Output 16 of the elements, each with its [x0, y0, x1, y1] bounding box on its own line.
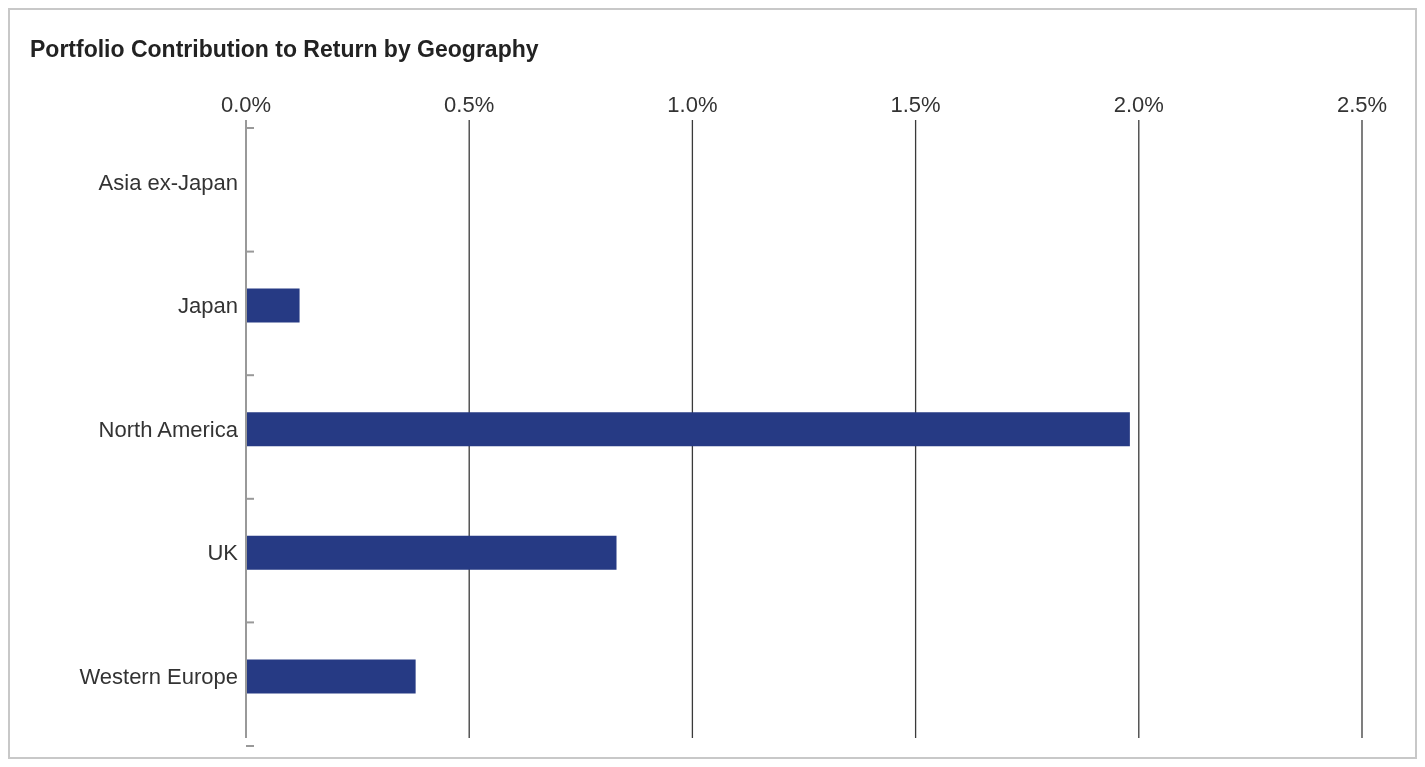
y-tick-label: Western Europe	[79, 664, 238, 690]
x-tick-label: 1.0%	[667, 92, 718, 117]
chart-title: Portfolio Contribution to Return by Geography	[30, 36, 539, 63]
x-tick-label: 2.5%	[1336, 92, 1388, 117]
bar	[246, 659, 416, 694]
bar	[246, 288, 300, 323]
x-tick-label: 0.5%	[444, 92, 495, 117]
x-tick-label: 1.5%	[890, 92, 941, 117]
y-tick-label: UK	[207, 540, 239, 566]
y-tick-label: Asia ex-Japan	[98, 169, 238, 195]
x-tick-label: 2.0%	[1113, 92, 1164, 117]
y-tick-label: Japan	[178, 293, 238, 319]
bar	[246, 535, 617, 570]
y-tick-label: North America	[98, 416, 239, 442]
bar	[246, 412, 1130, 447]
x-tick-label: 0.0%	[220, 92, 272, 117]
